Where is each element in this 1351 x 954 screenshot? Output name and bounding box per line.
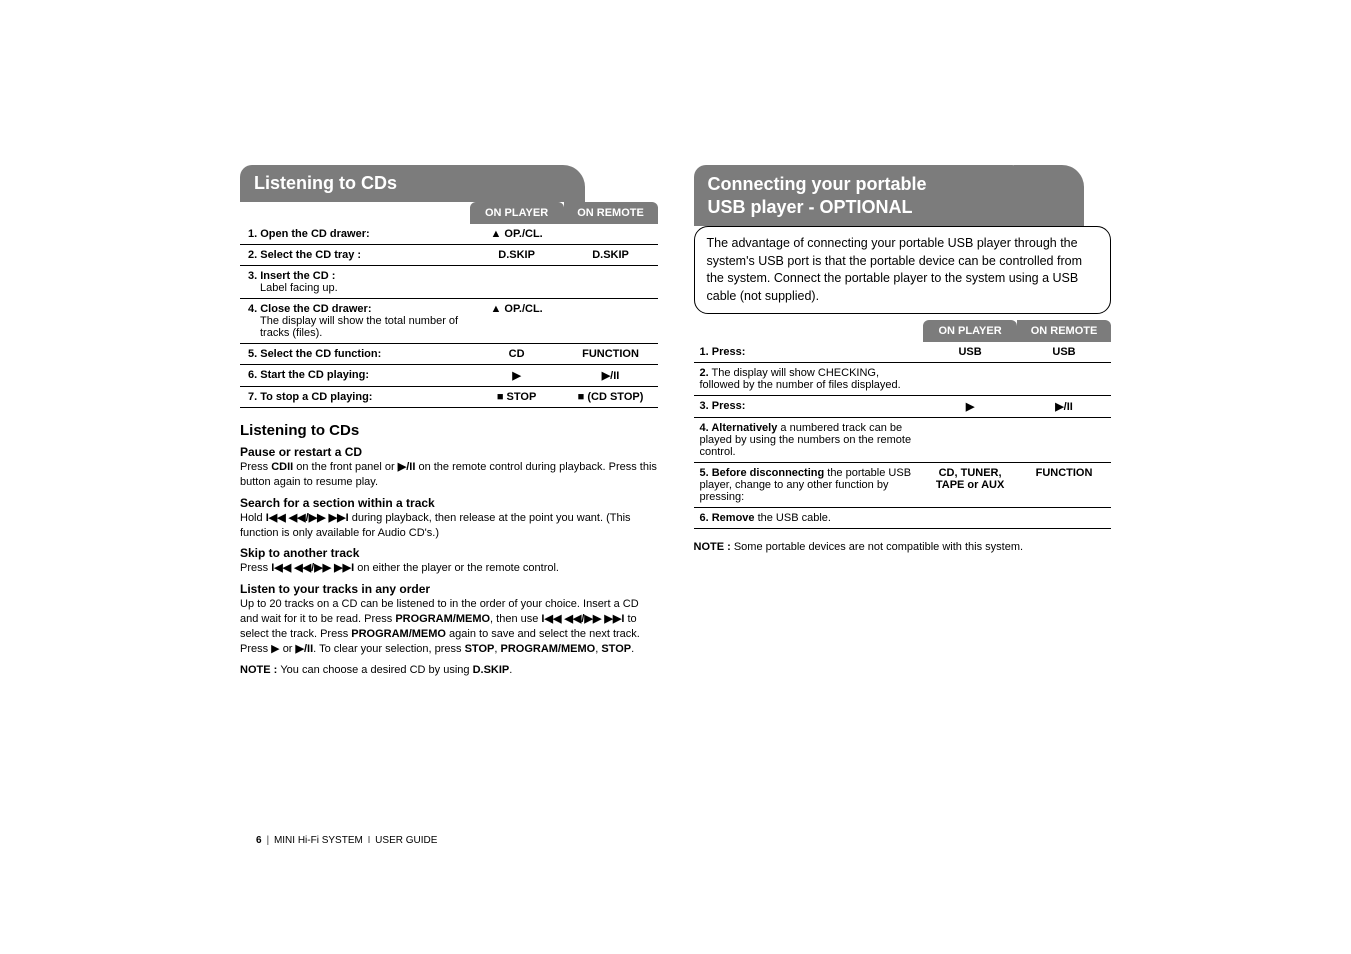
usb-section-header: Connecting your portable USB player - OP… [694, 165, 1024, 226]
order-text: Up to 20 tracks on a CD can be listened … [240, 597, 658, 656]
on-player-cell: ▶ [923, 396, 1017, 418]
on-player-cell: ▲ OP./CL. [470, 299, 564, 344]
on-player-cell: ■ STOP [470, 387, 564, 408]
on-player-cell: D.SKIP [470, 245, 564, 266]
usb-header-l1: Connecting your portable [708, 174, 927, 194]
on-remote-cell [1017, 508, 1111, 529]
cd-note: NOTE : You can choose a desired CD by us… [240, 663, 658, 678]
on-remote-cell [1017, 418, 1111, 463]
order-heading: Listen to your tracks in any order [240, 582, 658, 596]
on-remote-cell: D.SKIP [564, 245, 658, 266]
table-row: 3. Insert the CD :Label facing up. [240, 266, 658, 299]
step-label: 1. Open the CD drawer: [240, 224, 470, 245]
on-player-header-r: ON PLAYER [923, 320, 1017, 342]
on-remote-header: ON REMOTE [564, 202, 658, 224]
step-label: 6. Remove the USB cable. [694, 508, 924, 529]
step-label: 7. To stop a CD playing: [240, 387, 470, 408]
footer-title: MINI Hi-Fi SYSTEM [274, 835, 366, 846]
table-row: 7. To stop a CD playing:■ STOP■ (CD STOP… [240, 387, 658, 408]
on-player-cell [923, 363, 1017, 396]
table-row: 5. Before disconnecting the portable USB… [694, 463, 1112, 508]
usb-note: NOTE : Some portable devices are not com… [694, 541, 1112, 553]
table-row: 5. Select the CD function:CDFUNCTION [240, 344, 658, 365]
skip-text: Press I◀◀ ◀◀/▶▶ ▶▶I on either the player… [240, 561, 658, 576]
footer-bar2: I [368, 835, 371, 846]
on-remote-cell [564, 266, 658, 299]
on-player-cell: USB [923, 342, 1017, 363]
header-swoop [515, 165, 585, 202]
on-player-cell: CD [470, 344, 564, 365]
step-label: 5. Before disconnecting the portable USB… [694, 463, 924, 508]
on-remote-cell: FUNCTION [564, 344, 658, 365]
on-remote-header-r: ON REMOTE [1017, 320, 1111, 342]
footer-bar: | [266, 835, 269, 846]
on-remote-cell: ■ (CD STOP) [564, 387, 658, 408]
usb-intro: The advantage of connecting your portabl… [694, 226, 1112, 314]
table-row: 4. Alternatively a numbered track can be… [694, 418, 1112, 463]
on-player-cell [923, 418, 1017, 463]
pause-text: Press CDII on the front panel or ▶/II on… [240, 460, 658, 490]
table-row: 2. Select the CD tray :D.SKIPD.SKIP [240, 245, 658, 266]
listening-subtitle: Listening to CDs [240, 422, 658, 439]
table-row: 3. Press:▶▶/II [694, 396, 1112, 418]
cd-header-text: Listening to CDs [254, 173, 397, 193]
on-remote-cell [564, 224, 658, 245]
on-player-cell: ▲ OP./CL. [470, 224, 564, 245]
empty-header-r [694, 320, 924, 342]
on-player-cell: CD, TUNER, TAPE or AUX [923, 463, 1017, 508]
step-label: 6. Start the CD playing: [240, 365, 470, 387]
on-player-cell: ▶ [470, 365, 564, 387]
left-column: Listening to CDs ON PLAYER ON REMOTE 1. … [240, 165, 658, 677]
page-number: 6 [256, 835, 262, 846]
table-row: 2. The display will show CHECKING, follo… [694, 363, 1112, 396]
step-label: 2. Select the CD tray : [240, 245, 470, 266]
header-swoop-right [1014, 165, 1084, 226]
search-heading: Search for a section within a track [240, 496, 658, 510]
table-row: 1. Press:USBUSB [694, 342, 1112, 363]
on-remote-cell: USB [1017, 342, 1111, 363]
page-footer: 6 | MINI Hi-Fi SYSTEM I USER GUIDE [256, 835, 437, 846]
on-player-cell [923, 508, 1017, 529]
on-remote-cell: FUNCTION [1017, 463, 1111, 508]
step-label: 2. The display will show CHECKING, follo… [694, 363, 924, 396]
usb-steps-table: ON PLAYER ON REMOTE 1. Press:USBUSB2. Th… [694, 320, 1112, 529]
on-remote-cell [564, 299, 658, 344]
step-label: 5. Select the CD function: [240, 344, 470, 365]
pause-heading: Pause or restart a CD [240, 445, 658, 459]
search-text: Hold I◀◀ ◀◀/▶▶ ▶▶I during playback, then… [240, 511, 658, 541]
right-column: Connecting your portable USB player - OP… [694, 165, 1112, 677]
cd-section-header: Listening to CDs [240, 165, 530, 202]
table-row: 1. Open the CD drawer:▲ OP./CL. [240, 224, 658, 245]
on-player-cell [470, 266, 564, 299]
table-row: 6. Start the CD playing:▶▶/II [240, 365, 658, 387]
on-player-header: ON PLAYER [470, 202, 564, 224]
step-label: 4. Close the CD drawer:The display will … [240, 299, 470, 344]
cd-steps-table: ON PLAYER ON REMOTE 1. Open the CD drawe… [240, 202, 658, 408]
table-row: 6. Remove the USB cable. [694, 508, 1112, 529]
table-row: 4. Close the CD drawer:The display will … [240, 299, 658, 344]
step-label: 1. Press: [694, 342, 924, 363]
footer-guide: USER GUIDE [375, 835, 437, 846]
on-remote-cell: ▶/II [1017, 396, 1111, 418]
step-label: 4. Alternatively a numbered track can be… [694, 418, 924, 463]
skip-heading: Skip to another track [240, 546, 658, 560]
step-label: 3. Insert the CD :Label facing up. [240, 266, 470, 299]
usb-header-l2: USB player - OPTIONAL [708, 197, 913, 217]
on-remote-cell [1017, 363, 1111, 396]
empty-header [240, 202, 470, 224]
on-remote-cell: ▶/II [564, 365, 658, 387]
step-label: 3. Press: [694, 396, 924, 418]
